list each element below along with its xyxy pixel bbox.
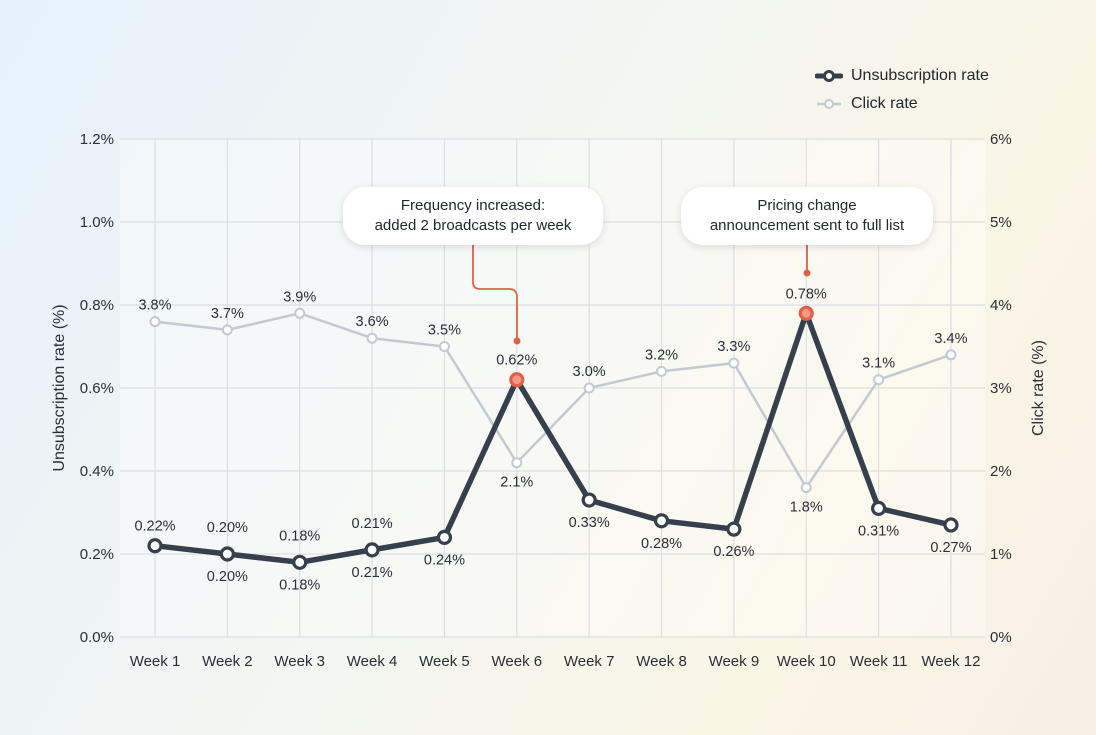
click-rate-point xyxy=(438,341,450,352)
click-rate-data-label: 3.5% xyxy=(428,323,461,339)
click-rate-line xyxy=(154,312,952,490)
x-tick-label: Week 12 xyxy=(921,653,980,670)
annotation-connector xyxy=(472,245,518,341)
x-tick-label: Week 11 xyxy=(850,653,908,670)
annotation-line: Pricing change xyxy=(757,197,857,214)
click-rate-data-label: 3.3% xyxy=(717,339,750,355)
x-tick-label: Week 10 xyxy=(777,653,836,670)
y2-tick-label: 1% xyxy=(990,546,1012,563)
y-tick-label: 1.0% xyxy=(80,214,114,231)
legend-label: Click rate xyxy=(851,95,918,112)
unsubscription-data-label: 0.21% xyxy=(352,565,393,581)
unsubscription-point xyxy=(870,500,887,516)
x-tick-label: Week 6 xyxy=(492,653,543,670)
unsubscription-point xyxy=(364,542,380,558)
y-tick-label: 1.2% xyxy=(80,131,114,148)
unsubscription-data-label: 0.18% xyxy=(279,577,320,593)
click-rate-point xyxy=(583,382,595,394)
click-rate-data-label: 3.8% xyxy=(138,298,171,314)
unsubscription-point xyxy=(219,546,235,562)
unsubscription-data-label: 0.24% xyxy=(424,552,465,568)
x-tick-label: Week 8 xyxy=(636,653,687,670)
legend-item-click-rate: Click rate xyxy=(815,90,989,118)
click-rate-data-label: 3.4% xyxy=(934,331,967,347)
x-tick-label: Week 9 xyxy=(709,653,760,670)
y2-axis-title: Click rate (%) xyxy=(1030,340,1047,436)
y2-tick-label: 2% xyxy=(990,463,1012,480)
annotation-line: announcement sent to full list xyxy=(709,217,905,234)
click-rate-data-label: 3.1% xyxy=(862,356,895,372)
unsubscription-data-label: 0.31% xyxy=(858,523,899,539)
click-rate-data-label: 3.6% xyxy=(356,314,389,330)
x-tick-label: Week 5 xyxy=(419,653,470,670)
unsubscription-point xyxy=(147,538,163,554)
x-tick-label: Week 1 xyxy=(130,653,181,670)
click-rate-data-label: 1.8% xyxy=(790,500,823,516)
y2-tick-label: 0% xyxy=(990,629,1012,646)
click-rate-point xyxy=(366,332,378,344)
y-tick-label: 0.8% xyxy=(80,297,114,314)
y-axis-title: Unsubscription rate (%) xyxy=(51,304,68,471)
y-tick-label: 0.6% xyxy=(80,380,114,397)
y2-tick-label: 4% xyxy=(990,297,1012,314)
x-tick-label: Week 2 xyxy=(202,653,253,670)
y2-tick-label: 5% xyxy=(990,214,1012,231)
unsubscription-point xyxy=(436,529,453,546)
unsubscription-point xyxy=(726,521,742,537)
legend-label: Unsubscription rate xyxy=(851,67,989,84)
annotation-line: Frequency increased: xyxy=(400,197,546,214)
x-tick-label: Week 7 xyxy=(564,653,615,670)
click-rate-point xyxy=(149,316,161,328)
click-rate-point xyxy=(511,457,523,469)
click-rate-point xyxy=(728,357,740,369)
click-rate-data-label: 3.7% xyxy=(211,306,244,322)
unsubscription-data-label: 0.20% xyxy=(207,569,248,585)
click-rate-point xyxy=(873,374,885,386)
unsubscription-data-label: 0.28% xyxy=(641,536,682,552)
unsubscription-point xyxy=(653,513,670,529)
unsubscription-data-label: 0.27% xyxy=(930,540,971,556)
y2-tick-label: 3% xyxy=(990,380,1012,397)
click-rate-point xyxy=(294,307,306,319)
annotation-dot xyxy=(513,337,521,345)
y-tick-label: 0.4% xyxy=(80,463,114,480)
click-rate-data-label: 2.1% xyxy=(500,475,533,491)
unsubscription-point xyxy=(798,305,814,321)
unsubscription-data-label: 0.62% xyxy=(496,353,537,369)
y-tick-label: 0.2% xyxy=(80,546,114,563)
y2-tick-label: 6% xyxy=(990,131,1012,148)
annotation-frequency: Frequency increased: added 2 broadcasts … xyxy=(343,187,603,245)
click-rate-data-label: 3.9% xyxy=(283,289,316,305)
unsubscription-data-label: 0.22% xyxy=(134,519,175,535)
click-rate-point xyxy=(656,365,668,377)
annotation-dot xyxy=(803,269,811,277)
click-rate-point xyxy=(221,324,233,336)
unsubscription-data-label: 0.78% xyxy=(786,286,827,302)
unsubscription-point xyxy=(292,554,308,570)
unsubscription-data-label: 0.26% xyxy=(713,544,754,560)
x-tick-label: Week 3 xyxy=(274,653,325,670)
annotation-line: added 2 broadcasts per week xyxy=(374,217,572,234)
click-rate-point xyxy=(800,482,812,494)
unsubscription-data-label: 0.20% xyxy=(207,520,248,536)
unsubscription-point xyxy=(581,492,597,508)
unsubscription-data-label: 0.21% xyxy=(352,516,393,532)
annotation-pricing: Pricing change announcement sent to full… xyxy=(681,187,933,245)
unsubscription-line xyxy=(154,310,952,566)
click-rate-point xyxy=(945,349,957,361)
unsubscription-point xyxy=(509,372,525,388)
unsubscription-data-label: 0.33% xyxy=(569,515,610,531)
x-tick-label: Week 4 xyxy=(347,653,398,670)
legend-item-unsubscription: Unsubscription rate xyxy=(815,62,989,90)
unsubscription-point xyxy=(943,517,959,533)
y-tick-label: 0.0% xyxy=(80,629,114,646)
unsubscription-data-label: 0.18% xyxy=(279,528,320,544)
click-rate-data-label: 3.0% xyxy=(573,364,606,380)
click-rate-data-label: 3.2% xyxy=(645,347,678,363)
legend: Unsubscription rate Click rate xyxy=(815,62,989,118)
